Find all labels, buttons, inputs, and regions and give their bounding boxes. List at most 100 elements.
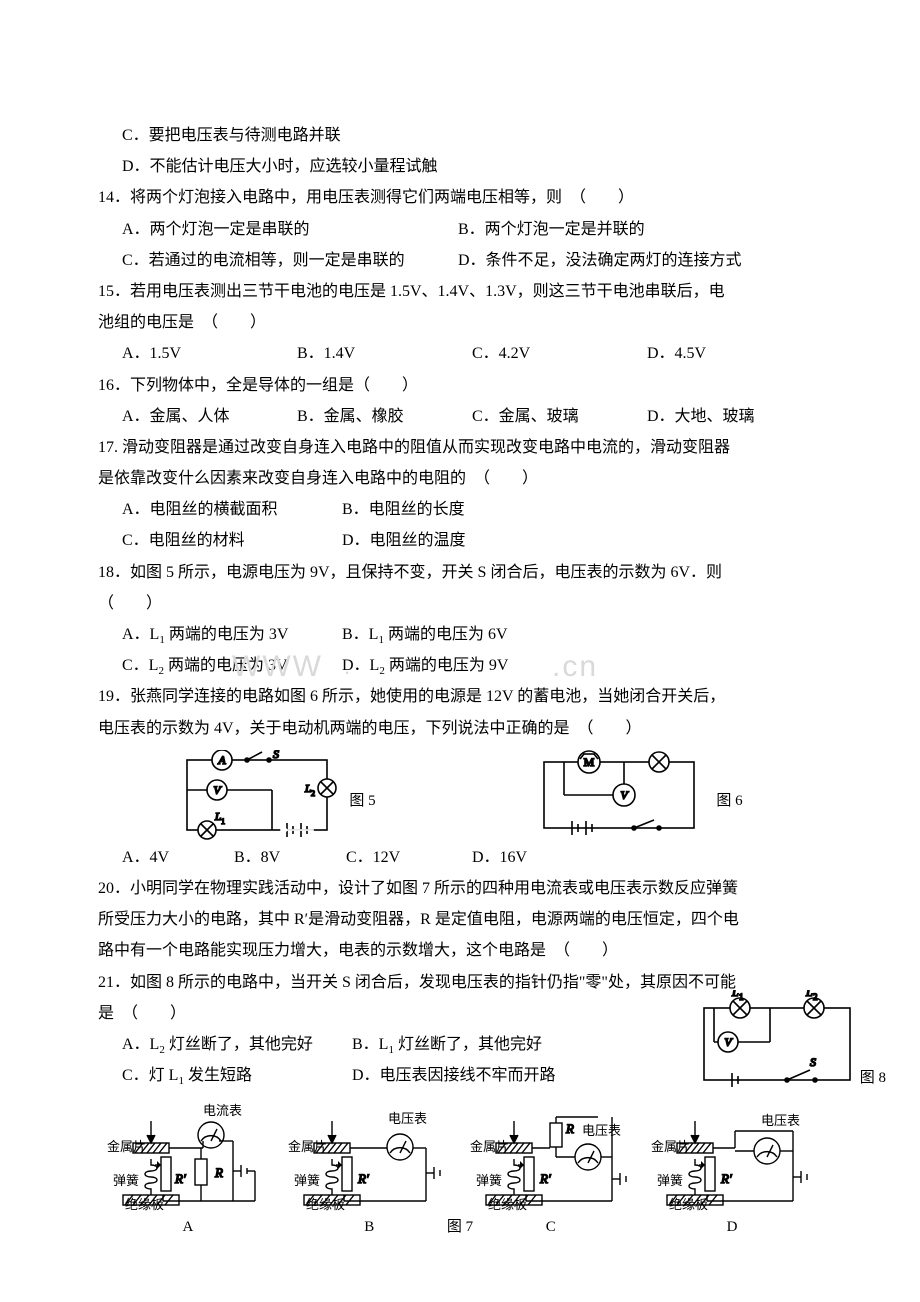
q21-option-d: D．电压表因接线不牢而开路 bbox=[352, 1060, 556, 1091]
svg-text:1: 1 bbox=[739, 992, 744, 1002]
q15-option-c: C．4.2V bbox=[472, 338, 647, 369]
q19-option-b: B．8V bbox=[234, 842, 346, 873]
figure-7-c: R R′ 金属片 弹簧 绝缘板 电压表 bbox=[465, 1101, 637, 1211]
q15-option-a: A．1.5V bbox=[122, 338, 297, 369]
figure-7-row: R R′ 金属片 弹簧 绝缘板 电流表 bbox=[98, 1101, 822, 1211]
svg-text:R′: R′ bbox=[357, 1171, 369, 1186]
q13-option-c: C．要把电压表与待测电路并联 bbox=[98, 120, 822, 151]
svg-text:2: 2 bbox=[813, 992, 818, 1002]
q18-option-d: D．L2 两端的电压为 9V bbox=[342, 650, 508, 681]
q17-options-row2: C．电阻丝的材料 D．电阻丝的温度 bbox=[98, 525, 822, 556]
q17-option-b: B．电阻丝的长度 bbox=[342, 494, 465, 525]
figure-5-caption: 图 5 bbox=[349, 787, 375, 816]
svg-text:金属片: 金属片 bbox=[470, 1139, 509, 1154]
q14-option-b: B．两个灯泡一定是并联的 bbox=[458, 214, 822, 245]
svg-text:M: M bbox=[584, 755, 595, 769]
svg-text:L: L bbox=[805, 990, 813, 999]
q16-stem: 16．下列物体中，全是导体的一组是（ ） bbox=[98, 370, 822, 401]
q19-option-a: A．4V bbox=[122, 842, 234, 873]
q16-options: A．金属、人体 B．金属、橡胶 C．金属、玻璃 D．大地、玻璃 bbox=[98, 401, 822, 432]
svg-text:金属片: 金属片 bbox=[288, 1139, 327, 1154]
q15-stem-line1: 15．若用电压表测出三节干电池的电压是 1.5V、1.4V、1.3V，则这三节干… bbox=[98, 276, 822, 307]
q15-option-d: D．4.5V bbox=[647, 338, 822, 369]
svg-text:电压表: 电压表 bbox=[761, 1113, 800, 1128]
svg-text:绝缘板: 绝缘板 bbox=[669, 1197, 708, 1211]
q19-stem-line2: 电压表的示数为 4V，关于电动机两端的电压，下列说法中正确的是 （ ） bbox=[98, 713, 822, 744]
q15-stem-line2: 池组的电压是 （ ） bbox=[98, 307, 822, 338]
label-ammeter: 电流表 bbox=[203, 1103, 242, 1118]
q17-stem-line1: 17. 滑动变阻器是通过改变自身连入电路中的阻值从而实现改变电路中电流的，滑动变… bbox=[98, 432, 822, 463]
svg-text:L: L bbox=[731, 990, 739, 999]
q18-stem-line1: 18．如图 5 所示，电源电压为 9V，且保持不变，开关 S 闭合后，电压表的示… bbox=[98, 557, 822, 588]
svg-text:弹簧: 弹簧 bbox=[657, 1173, 683, 1188]
figure-7-label-d: D bbox=[646, 1213, 818, 1242]
q17-options-row1: A．电阻丝的横截面积 B．电阻丝的长度 bbox=[98, 494, 822, 525]
label-spring: 弹簧 bbox=[113, 1173, 139, 1188]
svg-text:2: 2 bbox=[311, 789, 315, 798]
svg-text:1: 1 bbox=[221, 817, 225, 826]
svg-text:R: R bbox=[565, 1121, 574, 1136]
figure-7-b: R′ 金属片 弹簧 绝缘板 电压表 bbox=[283, 1101, 455, 1211]
q17-option-a: A．电阻丝的横截面积 bbox=[122, 494, 342, 525]
q18-options: A．L1 两端的电压为 3V B．L1 两端的电压为 6V C．L2 两端的电压… bbox=[98, 619, 822, 681]
q17-stem-line2: 是依靠改变什么因素来改变自身连入电路中的电阻的 （ ） bbox=[98, 463, 822, 494]
figure-8: L1 L2 V S bbox=[692, 990, 862, 1101]
q20-stem-line1: 20．小明同学在物理实践活动中，设计了如图 7 所示的四种用电流表或电压表示数反… bbox=[98, 873, 822, 904]
q21-option-b: B．L1 灯丝断了，其他完好 bbox=[352, 1029, 542, 1060]
label-metal: 金属片 bbox=[107, 1139, 146, 1154]
q16-option-a: A．金属、人体 bbox=[122, 401, 297, 432]
q18-option-b: B．L1 两端的电压为 6V bbox=[342, 619, 508, 650]
figure-5: A S L2 V L1 图 5 bbox=[177, 750, 375, 840]
q19-option-d: D．16V bbox=[472, 842, 647, 873]
q14-option-d: D．条件不足，没法确定两灯的连接方式 bbox=[458, 245, 822, 276]
svg-text:A: A bbox=[218, 753, 227, 767]
svg-text:弹簧: 弹簧 bbox=[476, 1173, 502, 1188]
q18-stem-line2: （ ） bbox=[98, 588, 822, 619]
svg-text:电压表: 电压表 bbox=[388, 1111, 427, 1126]
svg-text:R′: R′ bbox=[539, 1171, 551, 1186]
svg-text:R′: R′ bbox=[174, 1171, 186, 1186]
q17-option-d: D．电阻丝的温度 bbox=[342, 525, 466, 556]
svg-text:S: S bbox=[810, 1055, 816, 1069]
svg-text:绝缘板: 绝缘板 bbox=[306, 1197, 345, 1211]
q17-option-c: C．电阻丝的材料 bbox=[122, 525, 342, 556]
q19-stem-line1: 19．张燕同学连接的电路如图 6 所示，她使用的电源是 12V 的蓄电池，当她闭… bbox=[98, 681, 822, 712]
q18-option-c: C．L2 两端的电压为 3V bbox=[122, 650, 342, 681]
label-board: 绝缘板 bbox=[125, 1197, 164, 1211]
svg-text:R: R bbox=[214, 1165, 223, 1180]
q21-option-c: C．灯 L1 发生短路 bbox=[122, 1060, 352, 1091]
figure-6: M V 图 6 bbox=[534, 750, 742, 840]
q16-option-c: C．金属、玻璃 bbox=[472, 401, 647, 432]
figure-7-caption: 图 7 bbox=[373, 1213, 547, 1242]
q21-option-a: A．L2 灯丝断了，其他完好 bbox=[122, 1029, 352, 1060]
q15-options: A．1.5V B．1.4V C．4.2V D．4.5V bbox=[98, 338, 822, 369]
q20-stem-line3: 路中有一个电路能实现压力增大，电表的示数增大，这个电路是 （ ） bbox=[98, 935, 822, 966]
figure-7-captions: A B C D 图 7 bbox=[98, 1213, 822, 1242]
q16-option-b: B．金属、橡胶 bbox=[297, 401, 472, 432]
figure-7-a: R R′ 金属片 弹簧 绝缘板 电流表 bbox=[102, 1101, 274, 1211]
svg-text:S: S bbox=[273, 750, 279, 761]
circuit-row-5-6: A S L2 V L1 图 5 bbox=[98, 750, 822, 840]
q14-options-row2: C．若通过的电流相等，则一定是串联的 D．条件不足，没法确定两灯的连接方式 bbox=[98, 245, 822, 276]
figure-7-d: R′ 金属片 弹簧 绝缘板 电压表 bbox=[646, 1101, 818, 1211]
q14-option-a: A．两个灯泡一定是串联的 bbox=[122, 214, 458, 245]
figure-8-caption: 图 8 bbox=[860, 1064, 886, 1093]
q19-option-c: C．12V bbox=[346, 842, 472, 873]
q14-options-row1: A．两个灯泡一定是串联的 B．两个灯泡一定是并联的 bbox=[98, 214, 822, 245]
q14-stem: 14．将两个灯泡接入电路中，用电压表测得它们两端电压相等，则 （ ） bbox=[98, 182, 822, 213]
svg-text:电压表: 电压表 bbox=[582, 1123, 621, 1138]
figure-6-caption: 图 6 bbox=[716, 787, 742, 816]
q16-option-d: D．大地、玻璃 bbox=[647, 401, 822, 432]
svg-text:金属片: 金属片 bbox=[651, 1139, 690, 1154]
q20-stem-line2: 所受压力大小的电路，其中 R′是滑动变阻器，R 是定值电阻，电源两端的电压恒定，… bbox=[98, 904, 822, 935]
circuit-6-svg: M V bbox=[534, 750, 704, 840]
q18-option-a: A．L1 两端的电压为 3V bbox=[122, 619, 342, 650]
circuit-5-svg: A S L2 V L1 bbox=[177, 750, 337, 840]
circuit-8-svg: L1 L2 V S bbox=[692, 990, 862, 1090]
q19-options: A．4V B．8V C．12V D．16V bbox=[98, 842, 822, 873]
q13-option-d: D．不能估计电压大小时，应选较小量程试触 bbox=[98, 151, 822, 182]
q14-option-c: C．若通过的电流相等，则一定是串联的 bbox=[122, 245, 458, 276]
svg-text:R′: R′ bbox=[720, 1171, 732, 1186]
svg-text:弹簧: 弹簧 bbox=[294, 1173, 320, 1188]
q15-option-b: B．1.4V bbox=[297, 338, 472, 369]
